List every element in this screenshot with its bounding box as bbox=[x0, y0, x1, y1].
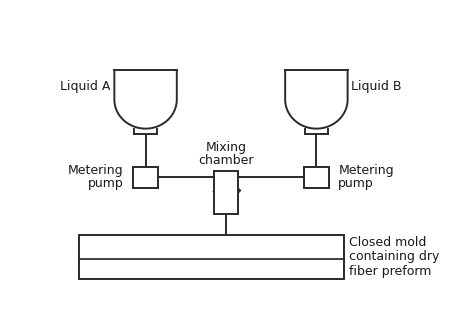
Bar bbox=[133, 166, 158, 188]
Bar bbox=[303, 166, 329, 188]
Text: Closed mold: Closed mold bbox=[349, 236, 427, 249]
Text: pump: pump bbox=[88, 177, 124, 190]
Text: pump: pump bbox=[338, 177, 374, 190]
Text: Mixing: Mixing bbox=[206, 141, 247, 154]
Text: fiber preform: fiber preform bbox=[349, 265, 432, 278]
Text: containing dry: containing dry bbox=[349, 251, 440, 263]
Text: Liquid A: Liquid A bbox=[60, 79, 110, 92]
Bar bbox=[80, 235, 344, 279]
Text: Metering: Metering bbox=[338, 165, 394, 177]
Bar bbox=[214, 171, 238, 214]
Text: Liquid B: Liquid B bbox=[351, 79, 402, 92]
Text: Metering: Metering bbox=[68, 165, 124, 177]
Text: chamber: chamber bbox=[199, 154, 254, 167]
